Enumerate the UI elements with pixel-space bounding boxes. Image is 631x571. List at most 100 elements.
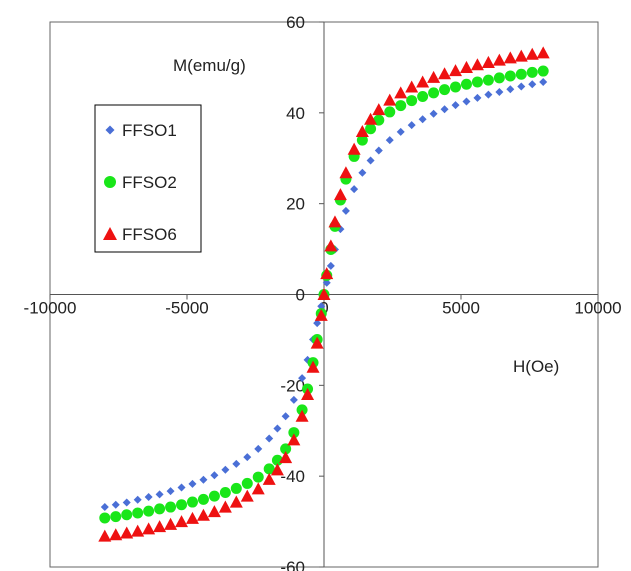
legend-label-ffso1: FFSO1: [122, 121, 177, 140]
legend-label-ffso6: FFSO6: [122, 225, 177, 244]
data-point-ffso1: [440, 105, 449, 114]
data-point-ffso6: [175, 515, 189, 528]
x-tick-label: -5000: [165, 299, 208, 318]
data-point-ffso1: [517, 82, 526, 91]
data-point-ffso2: [99, 512, 111, 524]
data-point-ffso2: [428, 87, 440, 99]
data-point-ffso1: [199, 475, 208, 484]
data-point-ffso6: [470, 58, 484, 71]
data-point-ffso6: [196, 508, 210, 521]
tick-labels: -10000 -5000 0 5000 10000 -60 -40 -20 0 20 40 60: [24, 13, 622, 571]
data-point-ffso1: [396, 127, 405, 136]
data-point-ffso6: [207, 505, 221, 518]
data-point-ffso1: [281, 412, 290, 421]
data-point-ffso2: [356, 134, 368, 146]
y-tick-label: 40: [286, 104, 305, 123]
data-point-ffso1: [177, 483, 186, 492]
data-point-ffso6: [287, 433, 301, 446]
data-point-ffso1: [188, 479, 197, 488]
data-point-ffso6: [449, 64, 463, 77]
data-point-ffso2: [219, 487, 231, 499]
data-point-ffso2: [132, 507, 144, 519]
data-point-ffso6: [240, 489, 254, 502]
data-point-ffso6: [185, 511, 199, 524]
data-point-ffso6: [514, 49, 528, 62]
data-point-ffso1: [313, 319, 322, 328]
data-point-ffso6: [459, 60, 473, 73]
data-point-ffso2: [504, 70, 516, 82]
data-point-ffso6: [383, 93, 397, 106]
data-point-ffso1: [350, 185, 359, 194]
data-point-ffso2: [439, 84, 451, 96]
data-point-ffso6: [142, 522, 156, 535]
data-point-ffso1: [418, 115, 427, 124]
data-point-ffso1: [273, 424, 282, 433]
data-point-ffso1: [366, 156, 375, 165]
data-point-ffso1: [221, 465, 230, 474]
data-point-ffso6: [324, 239, 338, 252]
data-point-ffso2: [288, 427, 300, 439]
data-point-ffso2: [154, 503, 166, 515]
data-point-ffso6: [218, 500, 232, 513]
data-point-ffso6: [339, 166, 353, 179]
data-point-ffso2: [537, 65, 549, 77]
data-point-ffso6: [295, 409, 309, 422]
data-point-ffso1: [322, 278, 331, 287]
data-point-ffso1: [166, 487, 175, 496]
legend-items: FFSO1 FFSO2 FFSO6: [103, 121, 177, 244]
x-tick-label: 10000: [574, 299, 621, 318]
data-point-ffso1: [539, 77, 548, 86]
data-point-ffso1: [484, 90, 493, 99]
data-point-ffso6: [164, 517, 178, 530]
data-point-ffso2: [197, 493, 209, 505]
data-point-ffso1: [451, 101, 460, 110]
data-point-ffso6: [481, 55, 495, 68]
y-tick-label: -60: [280, 558, 305, 571]
data-point-ffso2: [406, 95, 418, 107]
data-point-ffso6: [153, 520, 167, 533]
data-point-ffso6: [251, 482, 265, 495]
legend-marker-ffso1: [105, 125, 115, 135]
series-ffso1: [100, 77, 548, 512]
data-point-ffso6: [427, 70, 441, 83]
data-point-ffso6: [270, 463, 284, 476]
data-point-ffso6: [364, 112, 378, 125]
data-point-ffso6: [438, 67, 452, 80]
data-point-ffso6: [492, 53, 506, 66]
data-point-ffso1: [429, 109, 438, 118]
data-point-ffso2: [384, 106, 396, 118]
data-point-ffso2: [365, 123, 377, 135]
data-point-ffso2: [241, 477, 253, 489]
data-point-ffso6: [347, 142, 361, 155]
data-point-ffso1: [374, 146, 383, 155]
data-point-ffso6: [310, 336, 324, 349]
data-point-ffso6: [262, 472, 276, 485]
data-point-ffso1: [133, 495, 142, 504]
legend-label-ffso2: FFSO2: [122, 173, 177, 192]
series-ffso6: [98, 46, 550, 542]
data-point-ffso2: [263, 463, 275, 475]
data-point-ffso6: [317, 288, 331, 301]
data-point-ffso1: [407, 121, 416, 130]
data-point-ffso2: [252, 471, 264, 483]
data-point-ffso2: [121, 509, 133, 521]
data-point-ffso1: [341, 206, 350, 215]
y-tick-label: -20: [280, 376, 305, 395]
data-point-ffso1: [122, 498, 131, 507]
legend: FFSO1 FFSO2 FFSO6: [94, 104, 202, 253]
data-point-ffso6: [131, 524, 145, 537]
data-point-ffso2: [208, 490, 220, 502]
data-point-ffso2: [493, 72, 505, 84]
data-point-ffso6: [333, 188, 347, 201]
data-point-ffso1: [506, 85, 515, 94]
data-point-ffso1: [495, 87, 504, 96]
x-tick-label: 0: [319, 299, 328, 318]
x-axis-title: H(Oe): [513, 357, 559, 376]
data-point-ffso6: [536, 46, 550, 59]
data-point-ffso2: [526, 66, 538, 78]
data-point-ffso6: [301, 387, 315, 400]
data-point-ffso2: [110, 511, 122, 523]
data-point-ffso1: [232, 459, 241, 468]
y-tick-label: -40: [280, 467, 305, 486]
